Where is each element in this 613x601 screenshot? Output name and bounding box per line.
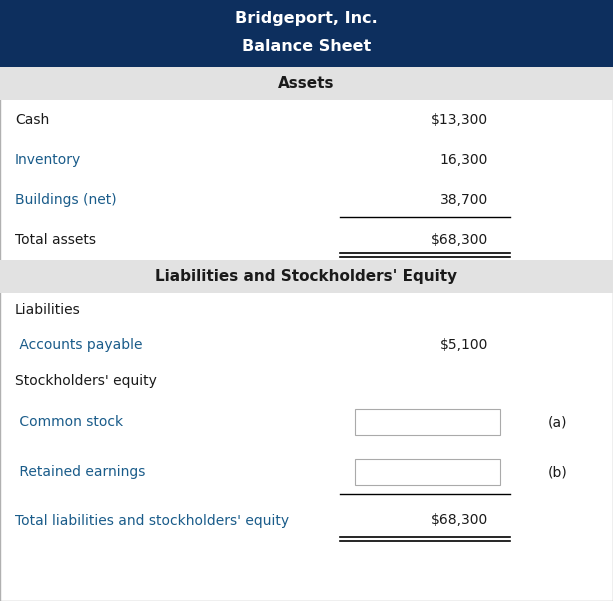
Bar	[0, 0, 613, 67]
Bar	[0, 67, 613, 100]
Text: $68,300: $68,300	[431, 513, 488, 528]
Text: Stockholders' equity: Stockholders' equity	[15, 373, 157, 388]
Text: 38,700: 38,700	[440, 193, 488, 207]
Bar	[0, 260, 613, 293]
Text: Accounts payable: Accounts payable	[15, 338, 142, 352]
Text: Assets: Assets	[278, 76, 335, 91]
Bar	[355, 459, 500, 485]
Text: (b): (b)	[548, 465, 568, 479]
Text: Buildings (net): Buildings (net)	[15, 193, 116, 207]
Text: Retained earnings: Retained earnings	[15, 465, 145, 479]
Text: Inventory: Inventory	[15, 153, 82, 167]
Text: $68,300: $68,300	[431, 233, 488, 247]
Text: $5,100: $5,100	[440, 338, 488, 352]
Text: $13,300: $13,300	[431, 113, 488, 127]
Text: Liabilities and Stockholders' Equity: Liabilities and Stockholders' Equity	[156, 269, 457, 284]
Text: Liabilities: Liabilities	[15, 302, 81, 317]
Text: (a): (a)	[548, 415, 568, 429]
Text: Bridgeport, Inc.: Bridgeport, Inc.	[235, 11, 378, 26]
Text: Balance Sheet: Balance Sheet	[242, 40, 371, 55]
Text: Total assets: Total assets	[15, 233, 96, 247]
Text: Total liabilities and stockholders' equity: Total liabilities and stockholders' equi…	[15, 513, 289, 528]
Text: Cash: Cash	[15, 113, 49, 127]
Bar	[355, 409, 500, 435]
Text: 16,300: 16,300	[440, 153, 488, 167]
Text: Common stock: Common stock	[15, 415, 123, 429]
